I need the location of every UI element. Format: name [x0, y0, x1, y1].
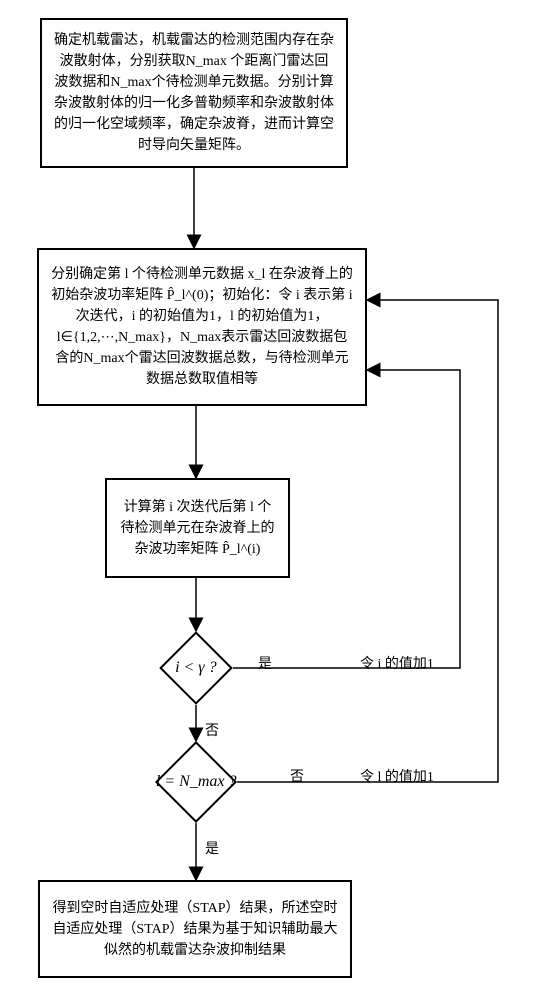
label-inc-i: 令 i 的值加1 [360, 653, 434, 673]
decision-i-gamma: i < γ ? [159, 631, 233, 705]
label-no-1: 否 [205, 720, 219, 740]
label-yes-1: 是 [258, 653, 272, 673]
node-compute: 计算第 i 次迭代后第 l 个待检测单元在杂波脊上的杂波功率矩阵 P̂_l^(i… [105, 478, 290, 578]
node-start: 确定机载雷达，机载雷达的检测范围内存在杂波散射体，分别获取N_max 个距离门雷… [40, 18, 348, 168]
decision-i-gamma-text: i < γ ? [175, 659, 217, 677]
node-result: 得到空时自适应处理（STAP）结果，所述空时自适应处理（STAP）结果为基于知识… [38, 880, 352, 978]
decision-l-nmax: l = N_max ? [155, 741, 237, 823]
label-no-2: 否 [290, 766, 304, 786]
node-init-text: 分别确定第 l 个待检测单元数据 x_l 在杂波脊上的初始杂波功率矩阵 P̂_l… [51, 264, 353, 390]
node-start-text: 确定机载雷达，机载雷达的检测范围内存在杂波散射体，分别获取N_max 个距离门雷… [54, 30, 334, 156]
node-result-text: 得到空时自适应处理（STAP）结果，所述空时自适应处理（STAP）结果为基于知识… [52, 898, 338, 961]
label-inc-l: 令 l 的值加1 [360, 766, 434, 786]
label-yes-2: 是 [205, 838, 219, 858]
decision-l-nmax-text: l = N_max ? [156, 773, 237, 791]
node-compute-text: 计算第 i 次迭代后第 l 个待检测单元在杂波脊上的杂波功率矩阵 P̂_l^(i… [119, 497, 276, 560]
node-init: 分别确定第 l 个待检测单元数据 x_l 在杂波脊上的初始杂波功率矩阵 P̂_l… [37, 248, 367, 406]
